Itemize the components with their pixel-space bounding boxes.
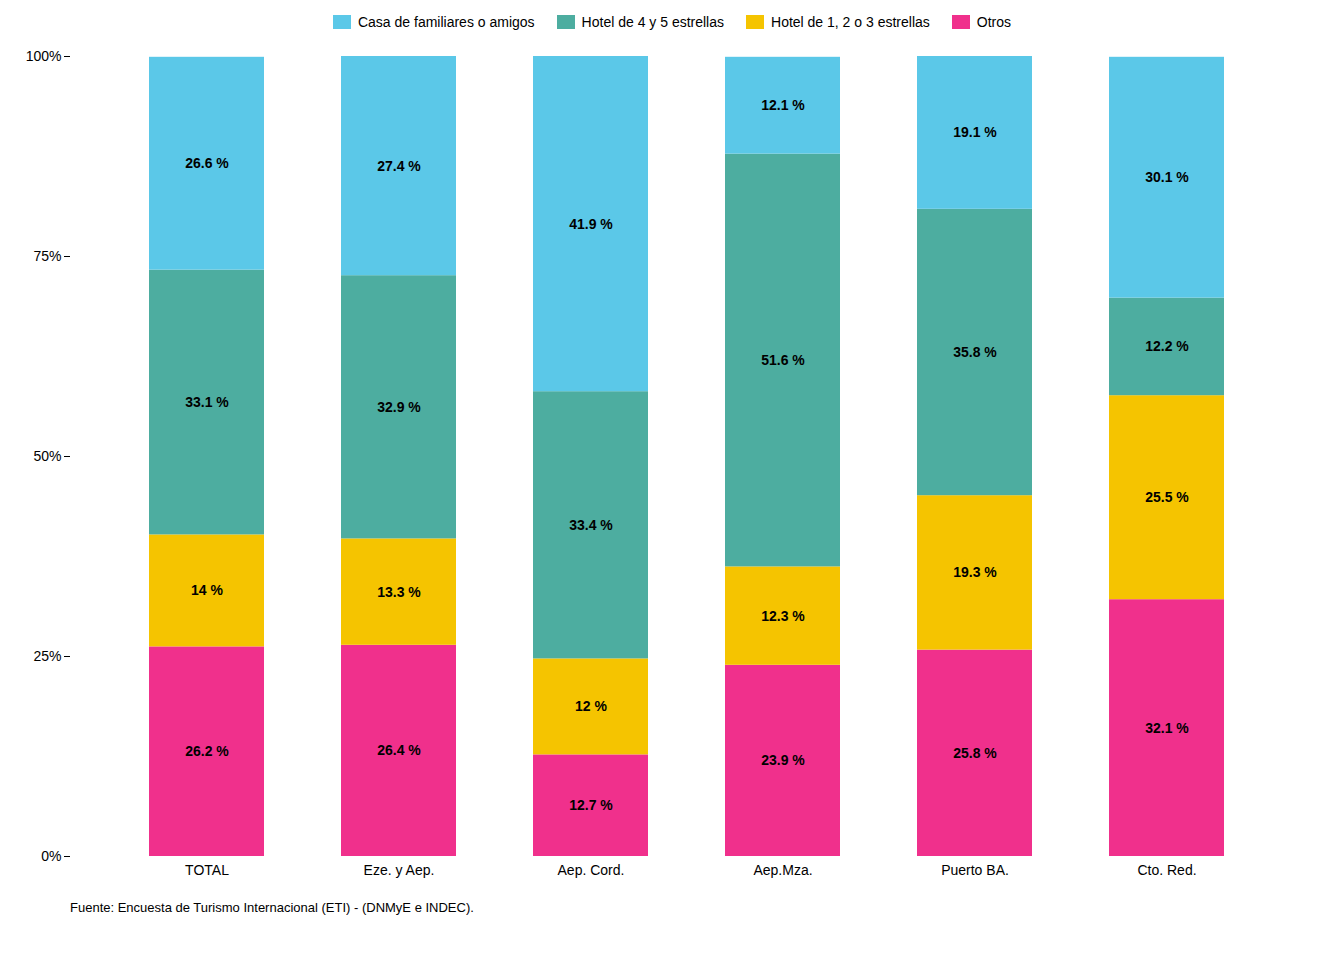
svg-text:13.3 %: 13.3 % — [377, 584, 421, 600]
svg-text:23.9 %: 23.9 % — [761, 752, 805, 768]
svg-text:30.1 %: 30.1 % — [1145, 169, 1189, 185]
svg-text:12.7 %: 12.7 % — [569, 797, 613, 813]
html-text:Fuente: Encuesta de Turismo In: Fuente: Encuesta de Turismo Internaciona… — [70, 900, 474, 915]
svg-text:26.6 %: 26.6 % — [185, 155, 229, 171]
svg-text:12.1 %: 12.1 % — [761, 97, 805, 113]
html-text:Hotel de 4 y 5 estrellas: Hotel de 4 y 5 estrellas — [581, 14, 724, 30]
svg-text:75%: 75% — [33, 248, 61, 264]
svg-text:19.1 %: 19.1 % — [953, 124, 997, 140]
svg-text:12.3 %: 12.3 % — [761, 608, 805, 624]
svg-text:41.9 %: 41.9 % — [569, 216, 613, 232]
svg-text:100%: 100% — [26, 48, 62, 64]
svg-text:33.1 %: 33.1 % — [185, 394, 229, 410]
svg-text:TOTAL: TOTAL — [185, 862, 229, 878]
svg-text:33.4 %: 33.4 % — [569, 517, 613, 533]
svg-text:26.2 %: 26.2 % — [185, 743, 229, 759]
html-text:Casa de familiares o amigos: Casa de familiares o amigos — [358, 14, 535, 30]
svg-text:27.4 %: 27.4 % — [377, 158, 421, 174]
svg-text:51.6 %: 51.6 % — [761, 352, 805, 368]
svg-text:50%: 50% — [33, 448, 61, 464]
svg-text:12.2 %: 12.2 % — [1145, 338, 1189, 354]
svg-text:Aep.Mza.: Aep.Mza. — [753, 862, 812, 878]
svg-text:25.5 %: 25.5 % — [1145, 489, 1189, 505]
svg-text:Puerto BA.: Puerto BA. — [941, 862, 1009, 878]
svg-text:0%: 0% — [41, 848, 61, 864]
svg-text:32.9 %: 32.9 % — [377, 399, 421, 415]
html-text:Hotel de 1, 2 o 3 estrellas: Hotel de 1, 2 o 3 estrellas — [771, 14, 930, 30]
svg-text:19.3 %: 19.3 % — [953, 564, 997, 580]
svg-text:35.8 %: 35.8 % — [953, 344, 997, 360]
svg-text:25.8 %: 25.8 % — [953, 745, 997, 761]
svg-text:14 %: 14 % — [191, 582, 223, 598]
svg-text:Aep. Cord.: Aep. Cord. — [558, 862, 625, 878]
svg-text:25%: 25% — [33, 648, 61, 664]
html-text:Otros: Otros — [976, 14, 1011, 30]
svg-text:Eze. y Aep.: Eze. y Aep. — [364, 862, 435, 878]
svg-text:Cto. Red.: Cto. Red. — [1137, 862, 1196, 878]
svg-text:12 %: 12 % — [575, 698, 607, 714]
svg-text:32.1 %: 32.1 % — [1145, 720, 1189, 736]
svg-text:26.4 %: 26.4 % — [377, 742, 421, 758]
